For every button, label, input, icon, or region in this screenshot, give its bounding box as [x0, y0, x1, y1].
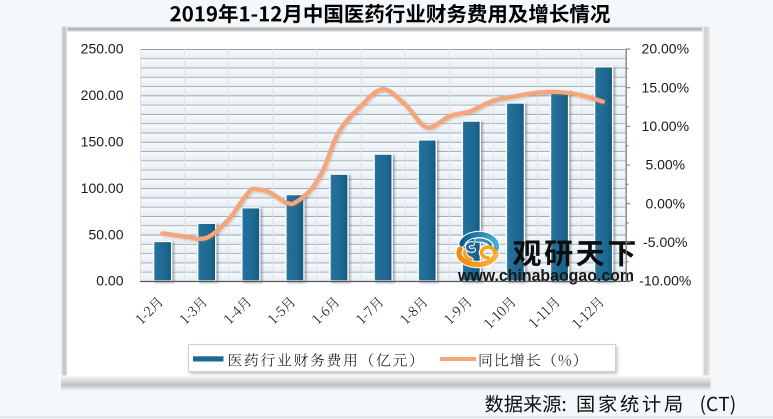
svg-text:-10.00%: -10.00%: [639, 273, 691, 289]
svg-text:0.00: 0.00: [96, 273, 123, 289]
svg-text:250.00: 250.00: [81, 41, 124, 57]
svg-text:20.00%: 20.00%: [642, 41, 689, 57]
svg-text:50.00: 50.00: [88, 226, 123, 242]
svg-text:10.00%: 10.00%: [642, 118, 689, 134]
svg-text:0.00%: 0.00%: [645, 195, 685, 211]
svg-text:150.00: 150.00: [81, 134, 124, 150]
svg-text:200.00: 200.00: [81, 87, 124, 103]
svg-text:-5.00%: -5.00%: [643, 234, 687, 250]
svg-text:5.00%: 5.00%: [645, 157, 685, 173]
svg-text:www.chinabaogao.com: www.chinabaogao.com: [457, 267, 634, 285]
svg-text:15.00%: 15.00%: [642, 79, 689, 95]
svg-text:100.00: 100.00: [81, 180, 124, 196]
